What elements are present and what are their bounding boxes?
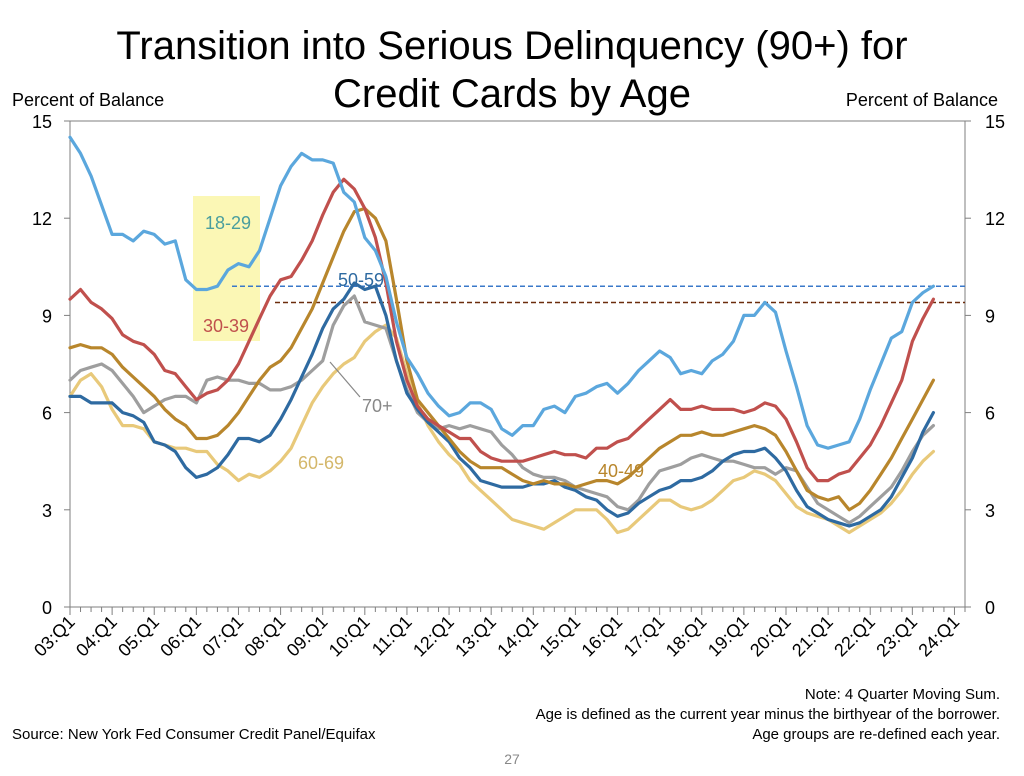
x-tick-label: 22:Q1 bbox=[830, 612, 879, 661]
y-tick-label-right: 12 bbox=[985, 209, 1005, 229]
plot-frame bbox=[69, 120, 966, 608]
x-tick-label: 07:Q1 bbox=[198, 612, 247, 661]
x-tick-label: 18:Q1 bbox=[662, 612, 711, 661]
x-tick-label: 08:Q1 bbox=[241, 612, 290, 661]
x-tick-label: 24:Q1 bbox=[914, 612, 963, 661]
series-line-50-59 bbox=[68, 281, 936, 528]
y-tick-label-left: 9 bbox=[42, 306, 52, 326]
series-line-70plus bbox=[68, 294, 936, 525]
x-tick-label: 12:Q1 bbox=[409, 612, 458, 661]
series-line-60-69 bbox=[68, 323, 936, 535]
x-tick-label: 05:Q1 bbox=[114, 612, 163, 661]
series-label-18-29: 18-29 bbox=[205, 213, 251, 233]
series-line-40-49 bbox=[68, 206, 936, 512]
y-tick-label-right: 0 bbox=[985, 598, 995, 618]
x-tick-label: 13:Q1 bbox=[451, 612, 500, 661]
highlight-box bbox=[193, 196, 260, 341]
x-tick-label: 21:Q1 bbox=[788, 612, 837, 661]
note-line-1: Note: 4 Quarter Moving Sum. bbox=[804, 686, 1000, 703]
series-label-30-39: 30-39 bbox=[203, 316, 249, 336]
x-tick-label: 09:Q1 bbox=[283, 612, 332, 661]
source-text: Source: New York Fed Consumer Credit Pan… bbox=[12, 726, 376, 743]
label-leader-70plus bbox=[329, 361, 361, 398]
x-tick-label: 10:Q1 bbox=[325, 612, 374, 661]
chart-title-line-2: Credit Cards by Age bbox=[333, 72, 691, 116]
x-tick-label: 11:Q1 bbox=[368, 612, 416, 660]
x-tick-label: 16:Q1 bbox=[578, 612, 627, 661]
page-number: 27 bbox=[504, 751, 520, 767]
x-tick-label: 04:Q1 bbox=[72, 612, 121, 661]
y-tick-label-left: 3 bbox=[42, 501, 52, 521]
y-tick-label-right: 15 bbox=[985, 112, 1005, 132]
x-tick-label: 19:Q1 bbox=[704, 612, 753, 661]
y-axis-label-left: Percent of Balance bbox=[12, 90, 165, 110]
series-label-70plus: 70+ bbox=[362, 396, 393, 416]
y-tick-label-left: 6 bbox=[42, 404, 52, 424]
chart-title: Transition into Serious Delinquency (90+… bbox=[0, 22, 1024, 118]
y-tick-label-right: 6 bbox=[985, 404, 995, 424]
note-line-2: Age is defined as the current year minus… bbox=[535, 706, 1000, 723]
y-tick-label-left: 0 bbox=[42, 598, 52, 618]
series-line-30-39 bbox=[68, 177, 936, 483]
x-tick-label: 15:Q1 bbox=[535, 612, 584, 661]
series-line-18-29 bbox=[68, 135, 936, 450]
x-tick-label: 03:Q1 bbox=[30, 612, 79, 661]
x-tick-label: 23:Q1 bbox=[872, 612, 921, 661]
chart-title-line-1: Transition into Serious Delinquency (90+… bbox=[116, 24, 908, 68]
y-tick-label-left: 15 bbox=[32, 112, 52, 132]
x-tick-label: 06:Q1 bbox=[156, 612, 205, 661]
note-line-3: Age groups are re-defined each year. bbox=[752, 726, 1000, 743]
x-tick-label: 17:Q1 bbox=[620, 612, 669, 661]
y-tick-label-right: 9 bbox=[985, 306, 995, 326]
y-tick-label-right: 3 bbox=[985, 501, 995, 521]
y-axis-label-right: Percent of Balance bbox=[845, 90, 998, 110]
series-label-50-59: 50-59 bbox=[338, 270, 384, 290]
x-tick-label: 14:Q1 bbox=[493, 612, 542, 661]
series-label-40-49: 40-49 bbox=[598, 461, 644, 481]
series-label-60-69: 60-69 bbox=[298, 453, 344, 473]
x-tick-label: 20:Q1 bbox=[746, 612, 795, 661]
y-tick-label-left: 12 bbox=[32, 209, 52, 229]
